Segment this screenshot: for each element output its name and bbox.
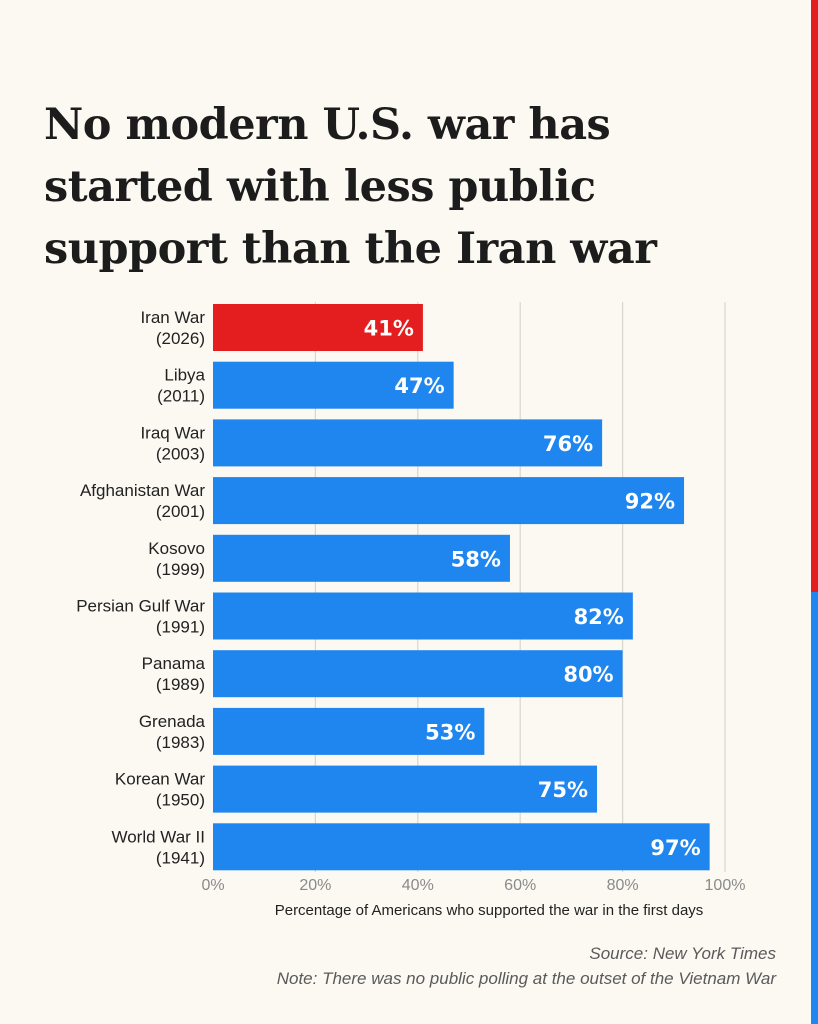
x-tick-label: 100% (705, 877, 746, 894)
bar (213, 361, 454, 409)
bar-value-label: 41% (364, 317, 414, 341)
bar (213, 765, 597, 813)
bar-value-label: 53% (425, 720, 475, 744)
bar (213, 304, 423, 351)
x-tick-label: 80% (607, 877, 639, 894)
x-tick-label: 20% (299, 877, 331, 894)
category-label: Iran War (140, 308, 205, 327)
x-tick-label: 60% (504, 877, 536, 894)
category-label: Libya (164, 366, 205, 385)
bar-value-label: 80% (563, 663, 613, 687)
category-label: Panama (142, 654, 206, 673)
category-label: (1950) (156, 791, 205, 810)
x-tick-label: 0% (201, 877, 224, 894)
bar (213, 823, 710, 871)
chart-title: No modern U.S. war has started with less… (44, 100, 657, 274)
x-tick-label: 40% (402, 877, 434, 894)
category-label: Kosovo (148, 539, 205, 558)
bar (213, 419, 603, 467)
bar (213, 707, 485, 755)
x-axis-label: Percentage of Americans who supported th… (275, 902, 704, 919)
bar-value-label: 47% (394, 374, 444, 398)
category-label: (2011) (157, 387, 205, 406)
bar (213, 650, 623, 698)
category-label: Grenada (139, 712, 206, 731)
category-label: (1989) (156, 675, 205, 694)
category-label: (2003) (156, 444, 205, 463)
bar-value-label: 97% (650, 836, 700, 860)
bar-value-label: 75% (538, 778, 588, 802)
category-label: Persian Gulf War (76, 597, 205, 616)
bar (213, 534, 510, 582)
source-note: Source: New York Times (589, 944, 776, 963)
category-label: World War II (111, 827, 205, 846)
category-label: Iraq War (140, 423, 205, 442)
accent-bar-blue (811, 592, 818, 1024)
category-label: (1991) (156, 618, 205, 637)
accent-bar-red (811, 0, 818, 592)
category-label: (2026) (156, 329, 205, 348)
category-label: (2001) (156, 502, 205, 521)
bar (213, 592, 633, 640)
bar-value-label: 76% (543, 432, 593, 456)
bar-value-label: 92% (625, 490, 675, 514)
bar-value-label: 82% (574, 605, 624, 629)
category-label: Korean War (115, 770, 205, 789)
category-label: (1999) (156, 560, 205, 579)
bar-value-label: 58% (451, 547, 501, 571)
category-label: (1983) (156, 733, 205, 752)
category-label: (1941) (156, 848, 205, 867)
bar (213, 477, 685, 525)
footnote: Note: There was no public polling at the… (276, 969, 776, 988)
category-label: Afghanistan War (80, 481, 205, 500)
